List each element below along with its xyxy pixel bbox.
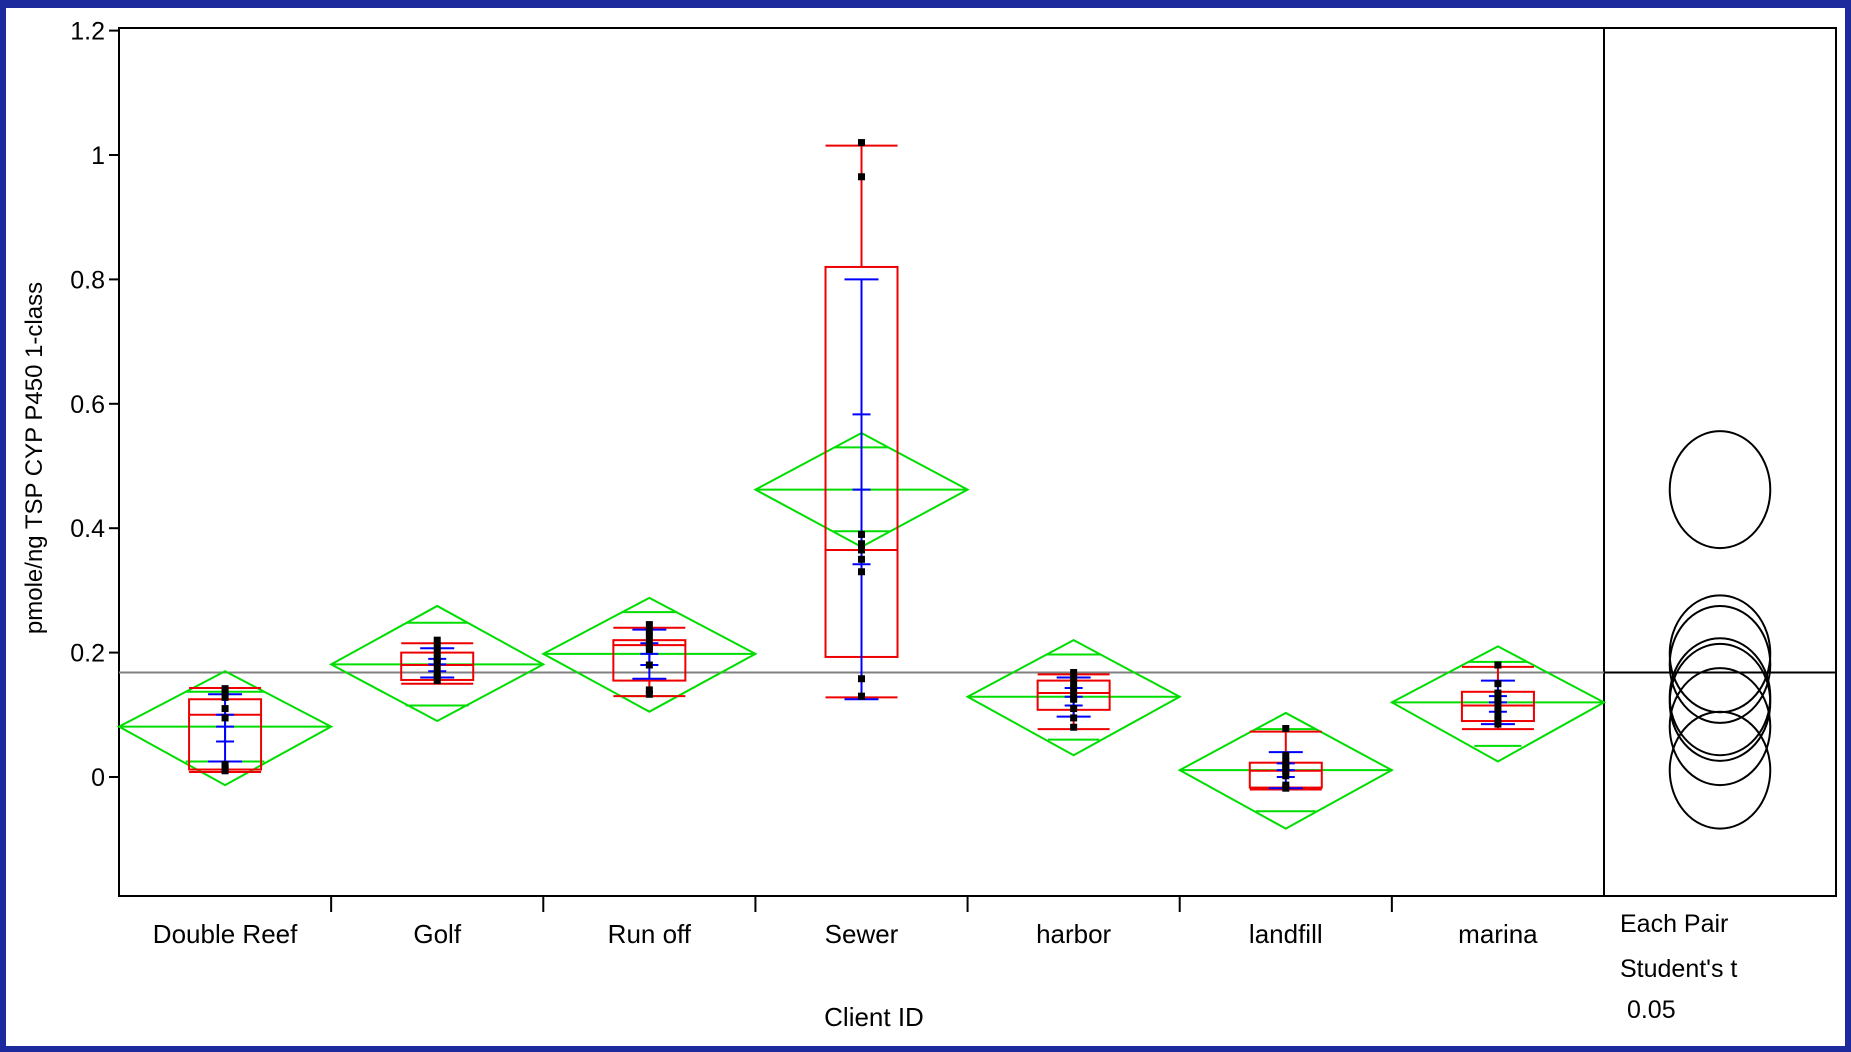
x-tick-label: Double Reef [153,919,298,949]
data-point [1494,711,1502,719]
window-top-bar [0,0,1851,8]
x-tick-label: landfill [1249,919,1323,949]
data-point [1070,723,1078,731]
group-golf [329,604,546,723]
data-point [1070,705,1078,713]
comparison-circle-marina [1668,642,1772,762]
data-point [1282,767,1290,775]
data-point [858,675,865,683]
plot-area: 0 0.2 0.4 0.6 0.8 1 1.2 Double Reef Golf Run off S… [70,18,1837,949]
data-point [433,642,441,650]
y-tick-label: 1 [91,142,105,170]
data-point [858,139,865,147]
data-point [1070,669,1078,677]
comparison-label-students-t: Student's t [1620,955,1737,983]
data-point [858,173,865,181]
data-point [858,568,865,576]
comparison-panel-frame [1603,27,1837,897]
data-point [645,633,653,641]
group-harbor [965,639,1182,757]
data-point [1494,689,1502,697]
data-point [1070,680,1078,688]
data-point [1494,705,1502,713]
comparison-circle-golf [1668,604,1772,724]
data-point [221,714,229,722]
x-tick-label: Run off [608,919,692,949]
comparison-circle-double-reef [1668,667,1772,787]
data-point [221,689,229,697]
data-point [221,693,229,701]
comparison-label-alpha: 0.05 [1620,996,1676,1024]
data-point [221,767,229,775]
data-point [433,677,441,685]
data-point [858,546,865,554]
data-point [645,686,653,694]
group-marina [1389,645,1607,763]
group-run-off [541,596,758,713]
x-tick-label: marina [1458,919,1538,949]
data-point [1282,784,1290,792]
data-point [221,685,229,693]
data-point [1282,772,1290,780]
data-point [433,658,441,666]
y-axis-label: pmole/ng TSP CYP P450 1-class [21,282,48,634]
x-tick-label: Golf [413,919,461,949]
data-point [433,664,441,672]
y-tick-label: 0 [91,764,105,792]
group-landfill [1177,711,1394,830]
window-bottom-border [0,1046,1851,1052]
data-point [1494,661,1502,669]
data-point [858,530,865,538]
x-tick-label: harbor [1036,919,1111,949]
data-point [1282,724,1290,732]
comparison-circle-sewer [1668,430,1772,550]
comparison-label-each-pair: Each Pair [1620,910,1728,938]
y-tick-label: 0.6 [70,391,105,419]
x-tick-label: Sewer [825,919,899,949]
data-point [433,636,441,644]
window-right-border [1845,0,1851,1052]
data-point [645,690,653,698]
y-tick-label: 0.8 [70,266,105,294]
data-point [1494,698,1502,706]
data-point [221,705,229,713]
data-point [858,692,865,700]
data-point [645,627,653,635]
data-point [1070,673,1078,681]
data-point [1494,680,1502,688]
data-point [858,540,865,548]
group-sewer [753,139,970,701]
data-point [1494,720,1502,728]
data-point [858,555,865,563]
window-left-border [0,0,6,1052]
data-point [1070,695,1078,703]
group-double-reef [116,670,334,787]
x-axis-label: Client ID [824,1002,924,1032]
data-point [645,621,653,629]
y-tick-label: 1.2 [70,18,105,46]
data-point [1070,714,1078,722]
comparison-circle-landfill [1668,710,1772,830]
y-tick-label: 0.2 [70,640,105,668]
data-point [645,661,653,669]
data-point [1070,686,1078,694]
data-point [645,645,653,653]
data-point [433,649,441,657]
y-tick-label: 0.4 [70,515,105,543]
data-point [1282,751,1290,759]
